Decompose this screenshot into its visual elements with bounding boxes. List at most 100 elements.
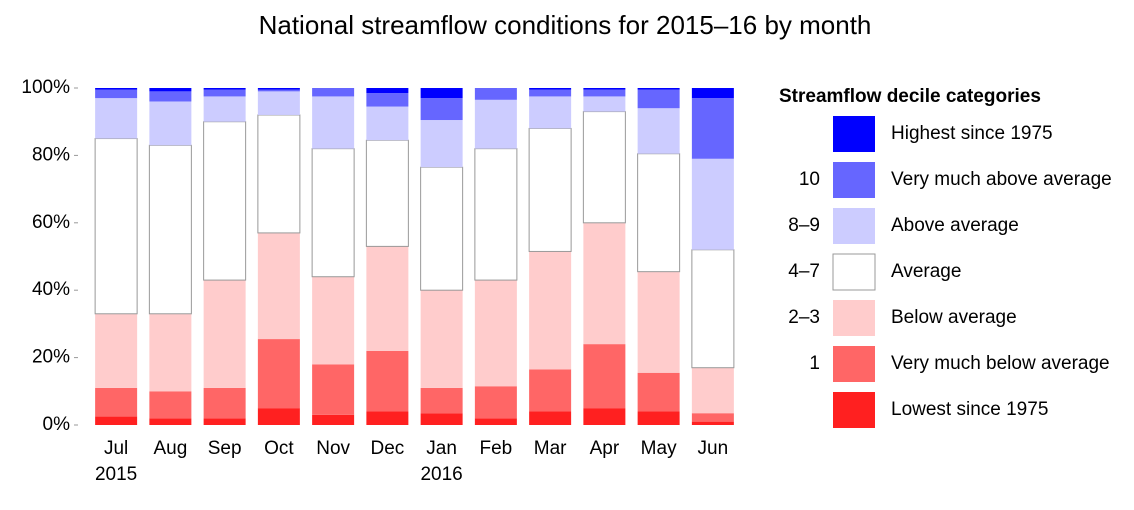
bar-segment — [149, 91, 192, 102]
bar-segment — [257, 114, 301, 234]
bar-segment — [529, 96, 572, 129]
x-tick-label: Dec — [370, 438, 405, 459]
legend-label: Very much below average — [891, 353, 1110, 374]
bar-segment — [366, 88, 409, 94]
bar-segment — [366, 246, 409, 351]
legend-decile: 10 — [799, 169, 820, 190]
bar-segment — [95, 313, 138, 388]
y-tick-label: 100% — [21, 77, 70, 98]
bar-segment — [257, 232, 300, 340]
legend-label: Below average — [891, 307, 1017, 328]
bar-segment — [583, 96, 626, 112]
legend-label: Lowest since 1975 — [891, 399, 1048, 420]
chart-title: National streamflow conditions for 2015–… — [259, 10, 872, 40]
legend-decile: 1 — [809, 353, 820, 374]
bar-segment — [203, 88, 246, 90]
bar-segment — [257, 408, 300, 425]
bar-segment — [95, 98, 138, 139]
bar-segment — [637, 411, 680, 425]
bar-segment — [312, 88, 355, 97]
bar-segment — [149, 391, 192, 419]
bar-segment — [637, 271, 680, 373]
x-tick-label: Oct — [264, 438, 294, 459]
bar-segment — [148, 144, 192, 315]
bar-segment — [257, 89, 300, 92]
legend-decile: 2–3 — [788, 307, 820, 328]
bar-segment — [691, 98, 734, 159]
legend-label: Average — [891, 261, 961, 282]
bar-segment — [365, 139, 409, 247]
bar-segment — [203, 89, 246, 97]
bar-segment — [366, 350, 409, 412]
bar-segment — [474, 148, 518, 281]
legend-decile: 4–7 — [788, 261, 820, 282]
bar-segment — [474, 418, 517, 425]
bar-segment — [366, 106, 409, 141]
x-tick-label: Jun — [697, 438, 729, 459]
bar-segment — [149, 101, 192, 146]
bar-segment — [420, 387, 463, 414]
bar-segment — [420, 290, 463, 388]
bar-segment — [637, 88, 680, 90]
legend-swatch — [833, 208, 875, 244]
bar-segment — [203, 387, 246, 419]
bar-segment — [420, 88, 463, 99]
bar-segment — [528, 127, 572, 252]
bar-segment — [582, 111, 626, 224]
bar-segment — [529, 411, 572, 425]
legend-swatch — [832, 253, 876, 291]
bar-segment — [691, 88, 734, 99]
x-tick-label: Jan 2016 — [420, 438, 463, 485]
bar-segment — [583, 88, 626, 90]
legend-label: Above average — [891, 215, 1019, 236]
x-tick-label: Sep — [207, 438, 242, 459]
y-tick-label: 80% — [32, 144, 70, 165]
bar-segment — [637, 372, 680, 412]
bar-segment — [312, 364, 355, 415]
bar-segment — [257, 88, 300, 90]
bar-segment — [203, 96, 246, 122]
bar-segment — [420, 413, 463, 425]
bar-segment — [95, 387, 138, 417]
x-tick-label: Mar — [533, 438, 567, 459]
bar-segment — [95, 416, 138, 425]
legend-label: Very much above average — [891, 169, 1112, 190]
bar-segment — [637, 108, 680, 154]
legend-decile: 8–9 — [788, 215, 820, 236]
bar-segment — [203, 418, 246, 425]
legend-swatch — [833, 300, 875, 336]
bar-segment — [311, 148, 355, 278]
bar-segment — [691, 367, 734, 414]
bar-segment — [583, 222, 626, 345]
bar-segment — [94, 138, 138, 315]
x-tick-label: May — [640, 438, 677, 459]
bar-segment — [312, 96, 355, 149]
bar-segment — [637, 89, 680, 109]
x-tick-label: Feb — [479, 438, 513, 459]
bar-segment — [312, 276, 355, 365]
bar-segment — [529, 369, 572, 412]
legend-swatch — [833, 392, 875, 428]
bar-segment — [203, 121, 247, 281]
bar-segment — [529, 88, 572, 90]
bar-segment — [149, 313, 192, 392]
x-tick-label: Nov — [316, 438, 351, 459]
x-tick-label: Jul 2015 — [94, 438, 138, 485]
y-tick-label: 0% — [43, 414, 71, 435]
bar-segment — [366, 411, 409, 425]
bar-segment — [149, 418, 192, 425]
bar-segment — [691, 421, 734, 425]
x-tick-label: Apr — [589, 438, 620, 459]
bar-segment — [474, 280, 517, 387]
y-tick-label: 40% — [32, 279, 70, 300]
bar-segment — [583, 89, 626, 97]
bar-segment — [583, 408, 626, 425]
bar-segment — [149, 88, 192, 92]
x-tick-label: Aug — [153, 438, 188, 459]
bar-segment — [691, 249, 735, 369]
bar-segment — [420, 120, 463, 168]
bar-segment — [257, 339, 300, 409]
bar-segment — [529, 251, 572, 370]
